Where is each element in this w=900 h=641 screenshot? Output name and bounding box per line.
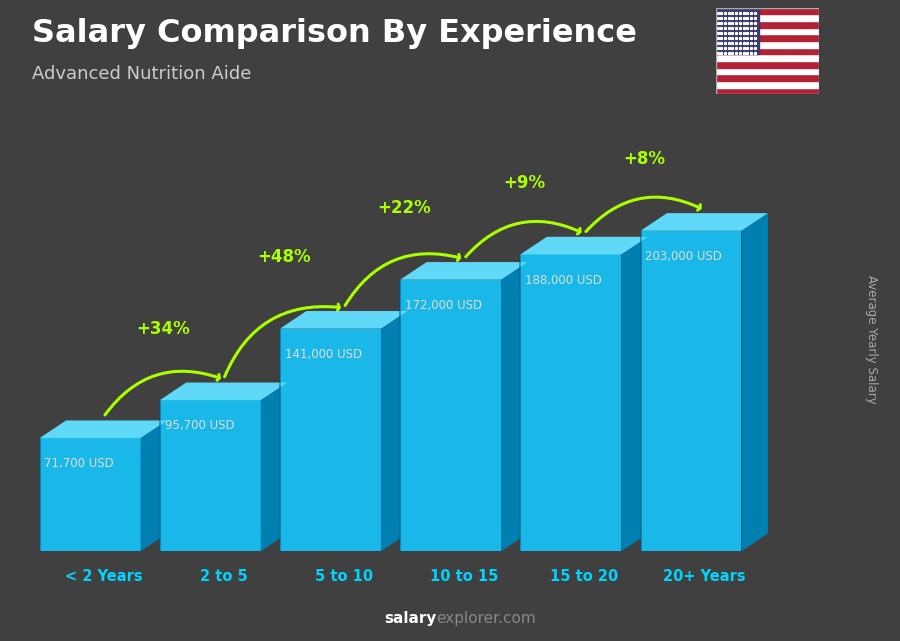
- Polygon shape: [280, 311, 408, 329]
- Text: Average Yearly Salary: Average Yearly Salary: [865, 276, 878, 404]
- Text: 203,000 USD: 203,000 USD: [645, 250, 722, 263]
- Polygon shape: [400, 262, 527, 279]
- Polygon shape: [520, 237, 648, 254]
- Text: 15 to 20: 15 to 20: [550, 569, 618, 584]
- Polygon shape: [40, 420, 167, 438]
- Polygon shape: [641, 213, 768, 231]
- Bar: [716, 88, 819, 94]
- Bar: [716, 47, 819, 54]
- Text: Salary Comparison By Experience: Salary Comparison By Experience: [32, 18, 636, 49]
- Bar: [716, 81, 819, 88]
- Text: 172,000 USD: 172,000 USD: [405, 299, 482, 312]
- Bar: [716, 28, 819, 35]
- Polygon shape: [160, 400, 261, 551]
- Text: +34%: +34%: [137, 320, 190, 338]
- Bar: [716, 67, 819, 74]
- Text: +48%: +48%: [256, 248, 310, 266]
- Text: Advanced Nutrition Aide: Advanced Nutrition Aide: [32, 65, 251, 83]
- Text: < 2 Years: < 2 Years: [65, 569, 142, 584]
- Bar: [716, 74, 819, 81]
- Bar: [716, 14, 819, 21]
- Polygon shape: [400, 279, 501, 551]
- Text: 71,700 USD: 71,700 USD: [44, 457, 114, 470]
- Polygon shape: [641, 231, 742, 551]
- Bar: [716, 41, 819, 47]
- Polygon shape: [742, 213, 768, 551]
- Polygon shape: [140, 420, 167, 551]
- Polygon shape: [280, 329, 381, 551]
- Text: 10 to 15: 10 to 15: [429, 569, 498, 584]
- Polygon shape: [520, 254, 621, 551]
- Text: +22%: +22%: [377, 199, 430, 217]
- Text: +9%: +9%: [503, 174, 545, 192]
- Text: 188,000 USD: 188,000 USD: [526, 274, 602, 287]
- Polygon shape: [381, 311, 408, 551]
- Text: 5 to 10: 5 to 10: [315, 569, 373, 584]
- Text: 20+ Years: 20+ Years: [663, 569, 745, 584]
- Polygon shape: [501, 262, 527, 551]
- Text: 141,000 USD: 141,000 USD: [284, 348, 362, 361]
- Polygon shape: [40, 438, 140, 551]
- Bar: [716, 54, 819, 61]
- Bar: [716, 8, 759, 54]
- Bar: [716, 35, 819, 41]
- Text: 95,700 USD: 95,700 USD: [165, 419, 234, 433]
- Bar: [716, 8, 819, 14]
- Text: 2 to 5: 2 to 5: [200, 569, 248, 584]
- Text: salary: salary: [384, 611, 436, 626]
- Bar: [716, 61, 819, 67]
- Polygon shape: [621, 237, 648, 551]
- Text: explorer.com: explorer.com: [436, 611, 536, 626]
- Text: +8%: +8%: [623, 150, 665, 169]
- Polygon shape: [160, 383, 287, 400]
- Polygon shape: [261, 383, 287, 551]
- Bar: [716, 21, 819, 28]
